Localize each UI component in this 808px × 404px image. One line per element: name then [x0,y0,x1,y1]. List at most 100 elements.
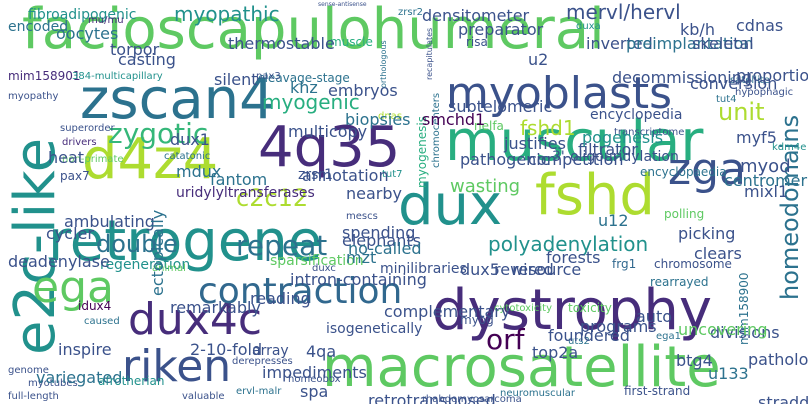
word-competition: competition [528,150,624,169]
word-array: array [252,343,289,359]
word-sparsification: sparsification [270,253,364,269]
word-annotation: annotation [302,166,389,185]
word-fshd1: fshd1 [520,116,576,140]
word-4qa: 4qa [306,342,337,361]
word-toxicity: toxicity [568,301,612,315]
word-satellite: satellite [730,75,770,86]
word-inspire: inspire [58,340,112,359]
word-minilibraries: minilibraries [380,261,467,277]
word-fshd: fshd [535,163,655,228]
word-cleavage-stage: cleavage-stage [258,71,350,85]
word-conversion: conversion [690,74,778,93]
word-remarkably: remarkably [170,298,261,317]
word-embryos: embryos [328,81,398,100]
word-mu-mu: mu/mu [88,15,124,26]
word-dnas: dnas [378,111,403,122]
word-riken: riken [122,341,232,392]
word-densitometer: densitometer [422,6,530,25]
word-recapitulates: recapitulates [425,27,434,80]
word-oocytes: oocytes [56,24,119,43]
word-mdux: mdux [176,162,222,181]
word-straddles: straddles [758,393,808,404]
word-zga: zga [668,144,746,195]
word-superorder: superorder [60,123,115,134]
word-u2: u2 [528,50,549,69]
word-dux4c: dux4c [128,294,263,345]
word-zscan4: zscan4 [80,67,275,132]
word-spa: spa [300,382,329,401]
word-heat: heat [48,148,85,167]
word-homeobox: homeobox [288,374,341,385]
word-regeneration: regeneration [100,257,191,273]
word-c2c12: c2c12 [236,184,309,212]
word-mzt: mzt [346,248,377,267]
word-kdm4e: kdm4e [772,142,807,153]
word-centromeric: centromeric [724,171,808,190]
word-resource: resource [512,260,582,279]
word-thermostable: thermostable [228,34,335,53]
word-2-10-fold: 2-10-fold [190,340,263,359]
word-muscular: muscular [445,109,704,174]
word-rhabdomyosarcoma: rhabdomyosarcoma [422,394,522,404]
word-encyclopaedia: encyclopaedia [640,165,727,179]
word-caused: caused [84,316,120,327]
word-tut4: tut4 [716,94,737,105]
word-zrsr2: zrsr2 [398,7,424,18]
word-encoded: encoded [8,19,69,35]
word-rearrayed: rearrayed [650,275,709,289]
word-genome: genome [8,365,49,376]
word-animal: animal [152,263,186,274]
word-contraction: contraction [198,271,403,312]
word-full-length: full-length [8,391,59,402]
word-intron-containing: intron-containing [290,270,427,289]
word-drivers: drivers [62,137,97,148]
word-4q35: 4q35 [258,115,401,180]
word-oligouridylation: 3'-oligouridylation [552,149,679,165]
word-foundered: foundered [548,326,630,345]
word-repeat: repeat [236,229,328,262]
word-valuable: valuable [182,391,225,402]
word-btg4: btg4 [676,351,713,370]
word-no-called: no-called [348,239,422,258]
word-pax7: pax7 [60,169,90,183]
word-pax3: pax3 [256,71,281,82]
word-tut7: tut7 [382,169,403,180]
word-divisions: divisions [710,323,780,342]
word-cycler: cycler [46,224,94,243]
word-silent: silent [214,70,258,89]
word-catatonic: catatonic [164,151,211,162]
word-ega: ega [32,262,114,313]
word-transcriptome: transcriptome [614,127,685,138]
word-wasting: wasting [450,176,521,197]
word-frg1: frg1 [612,257,637,271]
word-deadenylase: deadenylase [8,252,110,271]
word-ambulating: ambulating [64,212,155,231]
word-mervl-hervl: mervl/hervl [566,0,681,24]
word-fantom: fantom [210,170,268,189]
word-dux: dux [398,173,503,238]
word-orthologous: orthologous [379,40,388,88]
word-decommissioning: decommissioning [612,68,752,87]
word-reading: reading [250,289,311,308]
word-unit: unit [718,98,765,126]
word-u12: u12 [598,211,629,230]
word-sense-antisense: sense-antisense [318,1,367,8]
word-ega1: ega1 [656,331,681,342]
word-spending: spending [342,223,416,242]
word-idux4: idux4 [78,299,112,313]
word-preparator: preparator [458,20,544,39]
word-impediments: impediments [262,363,367,382]
word-mescs: mescs [346,211,378,222]
word-myod: myod [740,156,791,177]
word-khz: khz [290,78,318,97]
word-myf5: myf5 [736,128,777,147]
word-filtrator: filtrator [578,140,638,159]
word-dux1: dux1 [170,130,210,149]
word-double: double [96,230,178,258]
word-nelfa: nelfa [474,119,504,133]
word-chromocenters: chromocenters [431,92,442,168]
word-cdnas: cdnas [736,16,784,35]
word-multicopy: multicopy [288,122,368,141]
word-auto: auto [636,307,673,326]
word-kb-h: kb/h [680,20,715,39]
